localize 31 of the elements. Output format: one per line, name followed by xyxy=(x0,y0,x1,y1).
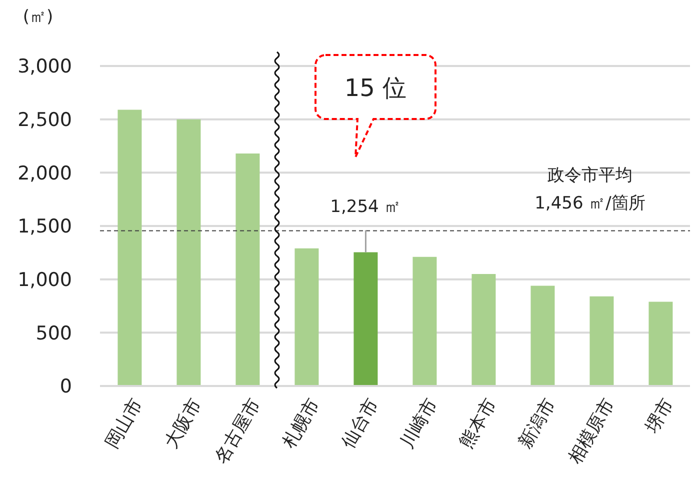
bar xyxy=(648,302,673,386)
y-tick-label: 3,000 xyxy=(18,56,72,78)
bar xyxy=(590,296,614,386)
y-tick-label: 500 xyxy=(36,322,72,344)
bar xyxy=(530,286,555,386)
bar xyxy=(412,256,437,386)
annotation: 15 位 xyxy=(344,74,407,102)
x-tick-label: 熊本市 xyxy=(455,394,501,452)
y-tick-label: 2,000 xyxy=(18,162,72,184)
bar xyxy=(354,252,378,386)
y-tick-label: 0 xyxy=(60,376,72,398)
x-tick-label: 大阪市 xyxy=(160,394,206,452)
x-tick-label: 名古屋市 xyxy=(210,394,265,468)
x-tick-label: 堺市 xyxy=(640,394,678,438)
bar xyxy=(176,119,201,386)
bar xyxy=(118,110,142,386)
bar xyxy=(294,248,319,386)
x-tick-label: 仙台市 xyxy=(337,394,383,452)
x-tick-label: 岡山市 xyxy=(101,394,147,452)
x-tick-label: 相模原市 xyxy=(564,394,619,468)
x-tick-label: 川崎市 xyxy=(396,394,442,452)
bar xyxy=(472,274,496,386)
y-axis-title: (㎡) xyxy=(22,7,54,27)
x-tick-label: 新潟市 xyxy=(514,394,560,452)
ref-line-label: 政令市平均 1,456 ㎡/箇所 xyxy=(534,166,646,214)
data-label: 1,254 ㎡ xyxy=(330,197,402,218)
bar xyxy=(236,153,260,386)
y-tick-label: 2,500 xyxy=(18,109,72,132)
y-tick-label: 1,000 xyxy=(18,269,72,292)
y-tick-label: 1,500 xyxy=(18,216,72,238)
x-tick-label: 札幌市 xyxy=(278,394,324,452)
